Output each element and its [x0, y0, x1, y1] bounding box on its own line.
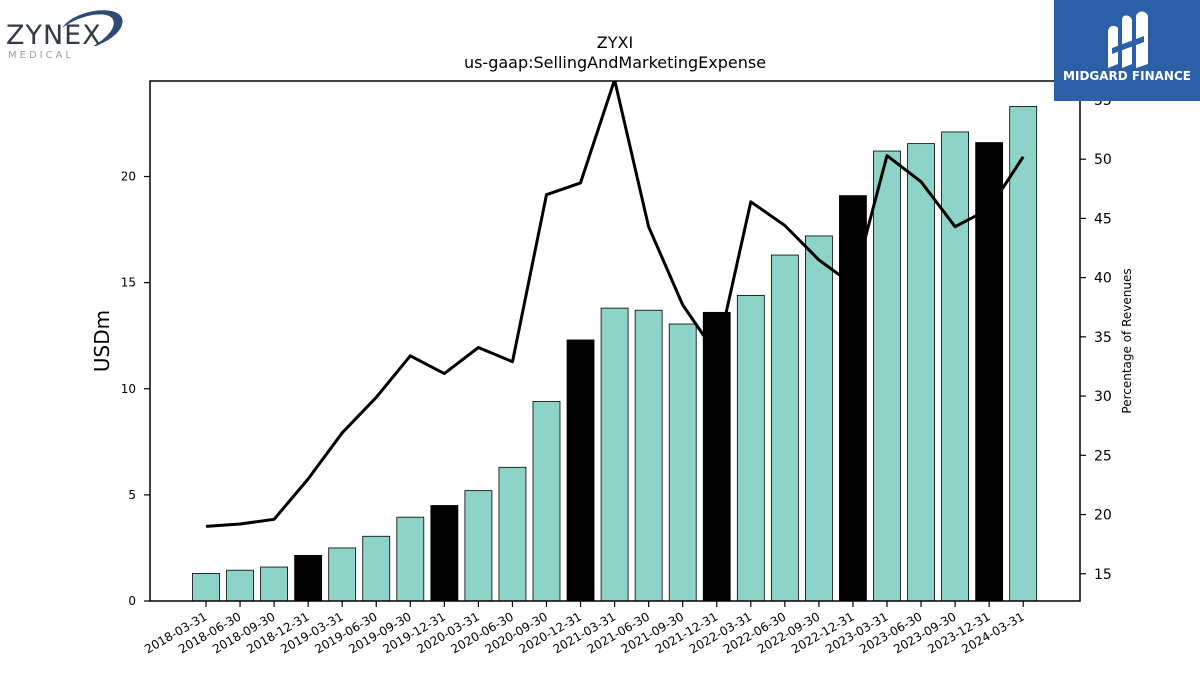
percentage-line — [205, 81, 1025, 528]
zynex-medical-logo: ZYNEX MEDICAL — [4, 6, 124, 62]
bar-2022-06-30 — [770, 254, 799, 602]
bar-2021-03-31 — [600, 307, 629, 602]
midgard-m-icon — [1108, 11, 1148, 68]
y2-tick-label: 40 — [1094, 271, 1112, 287]
y2-tick-label: 45 — [1094, 211, 1112, 227]
bar-2023-12-31 — [975, 142, 1004, 602]
zynex-subtitle: MEDICAL — [8, 50, 74, 61]
y2-axis-label: Percentage of Revenues — [1120, 268, 1134, 413]
bar-2018-06-30 — [226, 569, 254, 602]
bar-2022-12-31 — [839, 195, 867, 602]
bar-2020-09-30 — [532, 401, 561, 602]
y-tick-label: 15 — [121, 276, 136, 290]
chart-title: ZYXI — [597, 33, 633, 52]
bar-2021-09-30 — [668, 323, 697, 602]
y2-tick-label: 30 — [1094, 389, 1112, 405]
bar-2022-09-30 — [805, 235, 833, 602]
midgard-finance-logo: MIDGARD FINANCE — [1054, 0, 1200, 101]
bar-2019-03-31 — [328, 547, 357, 602]
bar-2018-09-30 — [260, 566, 289, 602]
bar-2020-03-31 — [464, 490, 493, 602]
bar-2018-12-31 — [294, 554, 323, 602]
y2-tick-label: 15 — [1094, 567, 1112, 583]
y-axis-label: USDm — [90, 310, 114, 372]
y-tick-label: 5 — [128, 488, 136, 502]
bar-2019-12-31 — [430, 505, 459, 602]
y2-tick-label: 20 — [1094, 508, 1112, 524]
y-tick-label: 0 — [128, 594, 136, 608]
y2-tick-label: 50 — [1094, 152, 1112, 168]
line-group — [205, 81, 1025, 528]
bar-2023-09-30 — [941, 131, 969, 602]
bar-2019-06-30 — [362, 535, 391, 602]
zynex-swoosh-icon — [62, 10, 123, 46]
bar-group — [192, 106, 1038, 602]
y2-tick-label: 35 — [1094, 330, 1112, 346]
y-tick-label: 20 — [121, 170, 136, 184]
bar-2020-06-30 — [498, 466, 527, 602]
midgard-finance-name: MIDGARD FINANCE — [1063, 69, 1191, 83]
chart-subtitle: us-gaap:SellingAndMarketingExpense — [464, 53, 766, 72]
bar-2018-03-31 — [192, 573, 220, 602]
bar-2023-03-31 — [873, 150, 901, 602]
bar-2021-06-30 — [634, 309, 663, 602]
bar-2023-06-30 — [907, 143, 935, 602]
zynex-wordmark: ZYNEX — [6, 20, 102, 51]
bar-2024-03-31 — [1009, 106, 1038, 602]
bar-2021-12-31 — [702, 311, 731, 602]
y-tick-label: 10 — [121, 382, 136, 396]
bar-2020-12-31 — [566, 339, 595, 602]
y2-tick-label: 25 — [1094, 448, 1112, 464]
bar-2019-09-30 — [396, 516, 425, 602]
bar-2022-03-31 — [736, 294, 765, 602]
